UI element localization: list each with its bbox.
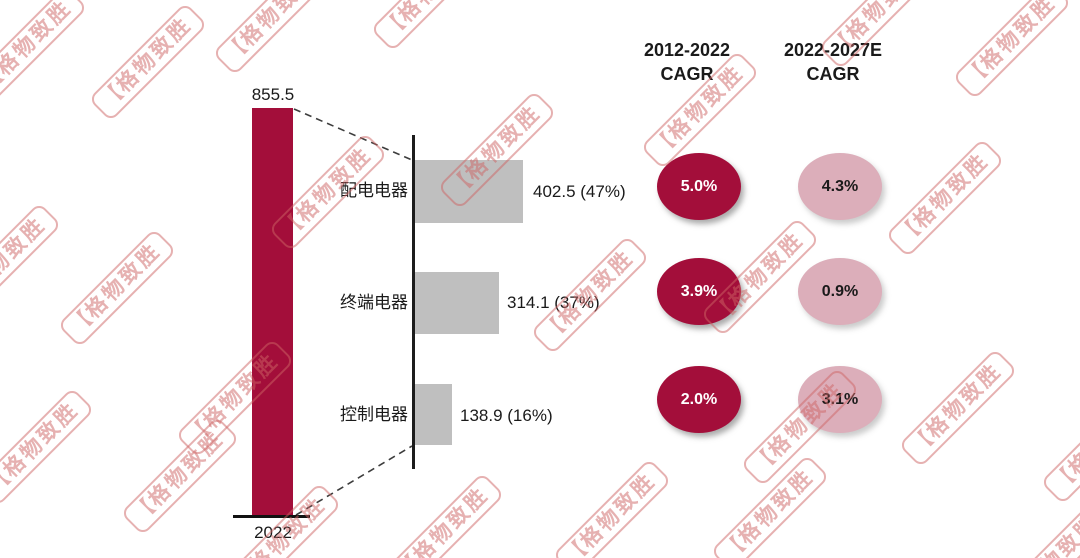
x-axis-baseline xyxy=(233,515,310,518)
cagr-badge-value: 5.0% xyxy=(680,177,718,195)
total-bar xyxy=(252,108,293,516)
cagr-badge-value: 4.3% xyxy=(821,177,859,195)
dashed-connector-bottom xyxy=(295,445,413,516)
cagr-badge-2012-2022: 2.0% xyxy=(657,366,741,433)
cagr-badge-value: 3.9% xyxy=(680,282,718,300)
total-value-label: 855.5 xyxy=(251,85,295,104)
cagr-badge-2022-2027e: 3.1% xyxy=(798,366,882,433)
cagr-badge-2012-2022: 5.0% xyxy=(657,153,741,220)
column-header-2022-2027e: 2022-2027E CAGR xyxy=(748,38,918,87)
category-axis xyxy=(412,135,415,469)
cagr-badge-value: 3.1% xyxy=(821,390,859,408)
column-header-line1: 2022-2027E xyxy=(783,40,883,60)
year-label: 2022 xyxy=(254,523,292,542)
cagr-badge-2022-2027e: 4.3% xyxy=(798,153,882,220)
category-bar xyxy=(415,160,523,223)
cagr-badge-2012-2022: 3.9% xyxy=(657,258,741,325)
cagr-badge-value: 0.9% xyxy=(821,282,859,300)
category-bar xyxy=(415,272,499,334)
dashed-connector-top xyxy=(293,108,413,161)
value-label: 138.9 (16%) xyxy=(460,406,553,425)
column-header-line2: CAGR xyxy=(660,64,714,85)
cagr-badge-value: 2.0% xyxy=(680,390,718,408)
category-label: 终端电器 xyxy=(340,293,408,312)
value-label: 402.5 (47%) xyxy=(533,182,626,201)
cagr-badge-2022-2027e: 0.9% xyxy=(798,258,882,325)
value-label: 314.1 (37%) xyxy=(507,293,600,312)
column-header-line2: CAGR xyxy=(806,64,860,85)
category-bar xyxy=(415,384,452,445)
column-header-line1: 2012-2022 xyxy=(643,40,731,60)
category-label: 配电电器 xyxy=(340,181,408,200)
column-header-2012-2022: 2012-2022 CAGR xyxy=(607,38,767,87)
category-label: 控制电器 xyxy=(340,405,408,424)
